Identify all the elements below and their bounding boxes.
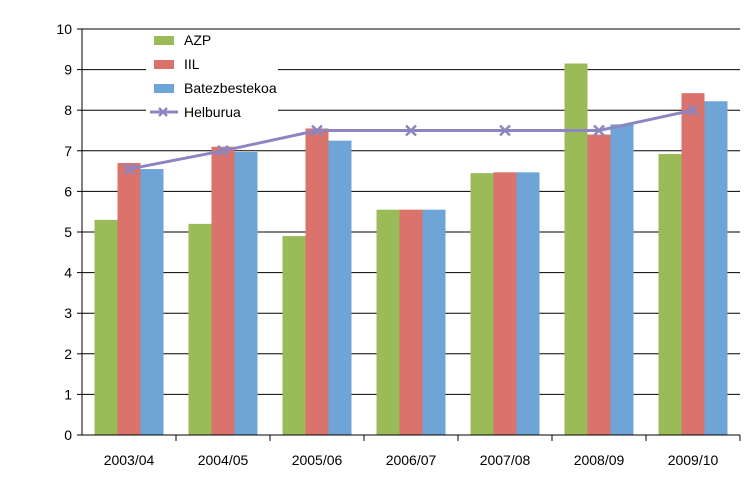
y-tick-label: 10	[56, 21, 72, 37]
x-tick-label: 2003/04	[104, 452, 155, 468]
x-tick-label: 2008/09	[574, 452, 625, 468]
bars	[94, 63, 728, 436]
bar-azp	[282, 236, 306, 435]
bar-batezbestekoa	[328, 140, 352, 435]
bar-batezbestekoa	[516, 172, 540, 435]
y-tick-label: 1	[64, 386, 72, 402]
bar-azp	[564, 63, 588, 435]
line-point	[687, 104, 699, 117]
bar-azp	[470, 173, 494, 435]
bar-azp	[188, 223, 212, 435]
line-point	[405, 124, 417, 137]
line-point	[593, 124, 605, 137]
x-tick-label: 2004/05	[198, 452, 249, 468]
legend: AZP IIL Batezbestekoa Helburua	[146, 32, 278, 122]
legend-label: Helburua	[184, 104, 241, 120]
y-tick-label: 2	[64, 346, 72, 362]
y-tick-label: 4	[64, 265, 72, 281]
legend-item-azp: AZP	[146, 32, 278, 50]
x-tick-labels: 2003/04 2004/05 2005/06 2006/07 2007/08 2008/…	[104, 452, 719, 468]
line-point	[123, 163, 135, 175]
y-tick-label: 0	[64, 427, 72, 443]
bar-iil	[305, 128, 329, 435]
bar-azp	[658, 154, 682, 435]
legend-swatch	[154, 84, 174, 93]
bar-iil	[681, 93, 705, 435]
bar-azp	[94, 219, 118, 435]
bar-iil	[587, 134, 611, 435]
line-point	[499, 124, 511, 137]
y-tick-label: 9	[64, 62, 72, 78]
legend-label: AZP	[184, 32, 211, 48]
legend-item-iil: IIL	[146, 56, 278, 74]
y-tick-labels: 0 1 2 3 4 5 6 7 8 9 10	[56, 21, 72, 443]
bar-iil	[493, 172, 517, 435]
bar-iil	[211, 146, 235, 436]
bar-batezbestekoa	[140, 169, 164, 435]
bar-iil	[399, 209, 423, 435]
legend-label: Batezbestekoa	[184, 80, 277, 96]
x-tick-label: 2009/10	[668, 452, 719, 468]
y-tick-label: 6	[64, 183, 72, 199]
line-point	[217, 144, 229, 157]
y-tick-label: 7	[64, 143, 72, 159]
bar-batezbestekoa	[610, 124, 634, 435]
legend-label: IIL	[184, 56, 200, 72]
x-tick-label: 2006/07	[386, 452, 437, 468]
legend-swatch	[154, 60, 174, 69]
target-line	[123, 104, 699, 175]
legend-item-helburua: Helburua	[146, 104, 278, 122]
x-tick-label: 2005/06	[292, 452, 343, 468]
bar-azp	[376, 209, 400, 435]
bar-iil	[117, 162, 141, 436]
y-tick-label: 8	[64, 102, 72, 118]
legend-swatch	[154, 36, 174, 45]
y-tick-label: 5	[64, 224, 72, 240]
axes	[77, 28, 741, 441]
bar-batezbestekoa	[704, 101, 728, 435]
line-point	[311, 124, 323, 137]
bar-batezbestekoa	[422, 209, 446, 435]
x-tick-label: 2007/08	[480, 452, 531, 468]
bar-batezbestekoa	[234, 152, 258, 435]
legend-item-batezbestekoa: Batezbestekoa	[146, 80, 278, 98]
y-tick-label: 3	[64, 305, 72, 321]
